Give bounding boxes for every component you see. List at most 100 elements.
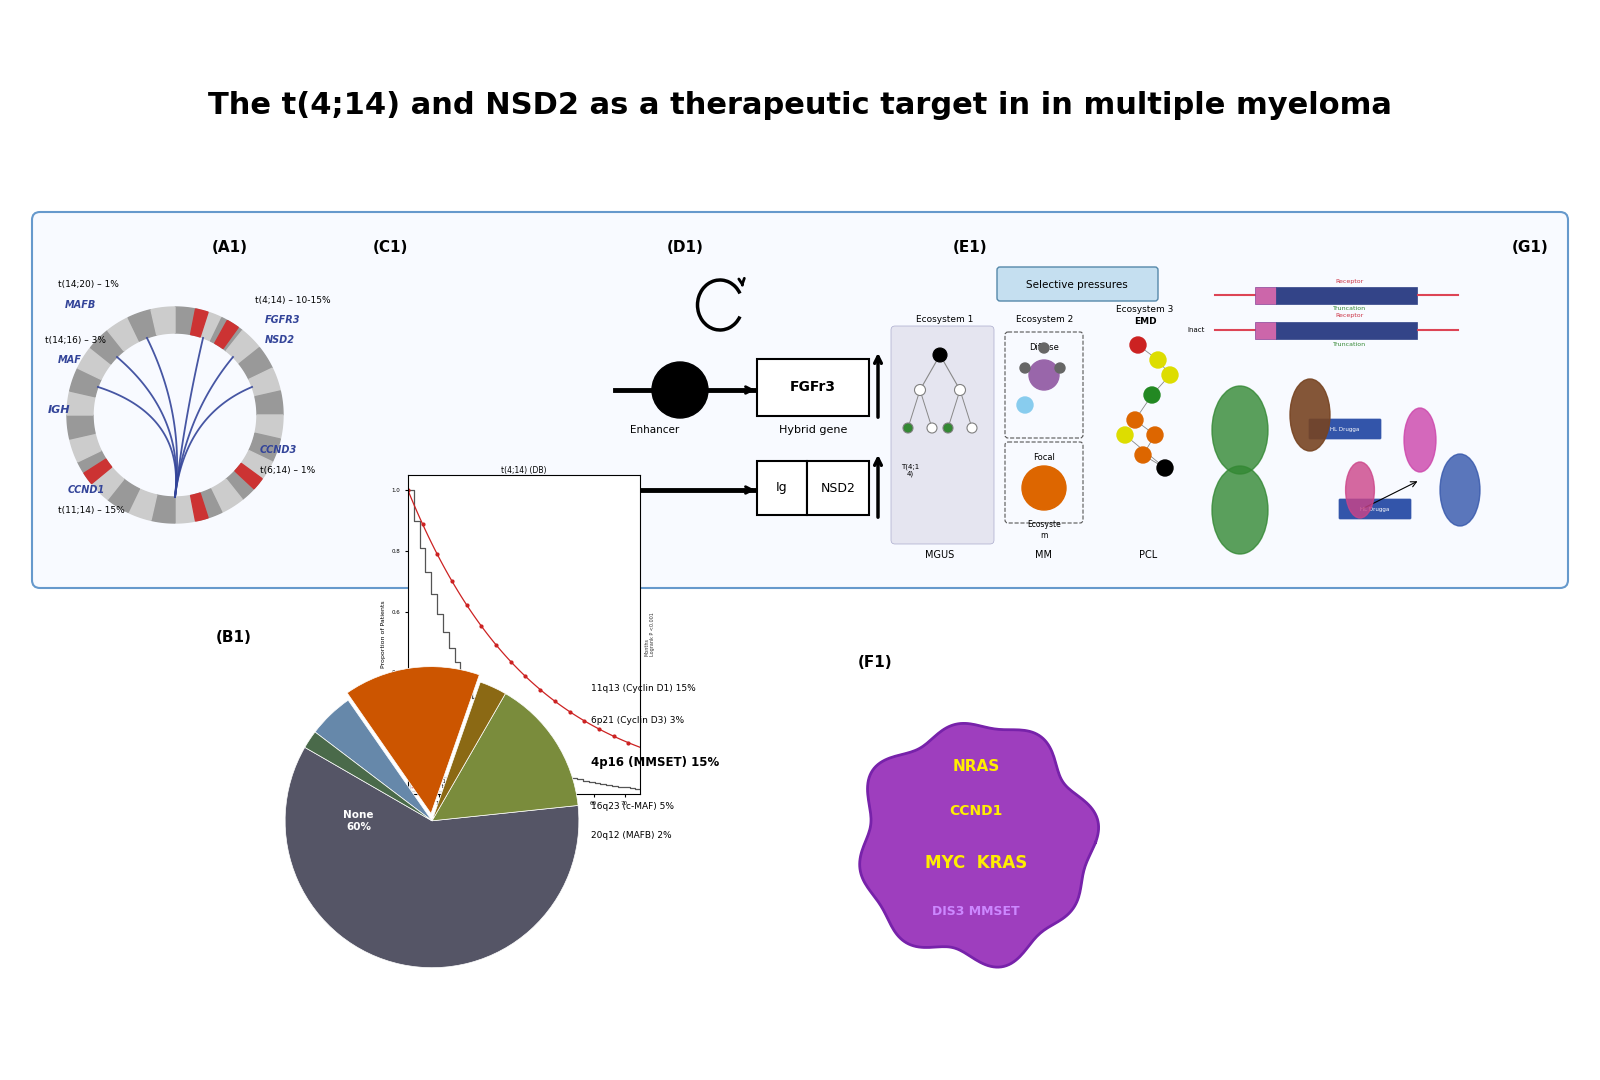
Polygon shape bbox=[238, 450, 272, 483]
FancyBboxPatch shape bbox=[32, 212, 1568, 588]
Polygon shape bbox=[254, 415, 283, 440]
Polygon shape bbox=[78, 450, 110, 483]
Circle shape bbox=[1022, 465, 1066, 510]
Text: MGUS: MGUS bbox=[925, 550, 955, 561]
FancyBboxPatch shape bbox=[1254, 322, 1275, 338]
Circle shape bbox=[1054, 363, 1066, 373]
Legend: MM t(4;14), MM no t(4;14): MM t(4;14), MM no t(4;14) bbox=[411, 777, 459, 792]
Circle shape bbox=[1021, 363, 1030, 373]
Text: Months
Logrank P <0.001: Months Logrank P <0.001 bbox=[645, 612, 656, 657]
Circle shape bbox=[1117, 427, 1133, 443]
Wedge shape bbox=[304, 732, 432, 821]
Text: CCND3: CCND3 bbox=[259, 445, 298, 455]
Polygon shape bbox=[194, 310, 222, 341]
Circle shape bbox=[926, 423, 938, 433]
Circle shape bbox=[1134, 447, 1150, 463]
Circle shape bbox=[1162, 367, 1178, 383]
Text: MAF: MAF bbox=[58, 355, 82, 365]
Text: t(14;16) – 3%: t(14;16) – 3% bbox=[45, 336, 106, 345]
Text: (F1): (F1) bbox=[858, 656, 893, 671]
Text: MAFB: MAFB bbox=[66, 300, 96, 310]
Polygon shape bbox=[194, 489, 222, 521]
Text: CCND1: CCND1 bbox=[949, 805, 1003, 819]
Text: Ecosystem 1: Ecosystem 1 bbox=[917, 315, 974, 324]
Polygon shape bbox=[238, 348, 272, 379]
Circle shape bbox=[955, 384, 965, 395]
FancyBboxPatch shape bbox=[1275, 286, 1416, 303]
Circle shape bbox=[915, 384, 925, 395]
Wedge shape bbox=[315, 700, 432, 821]
Polygon shape bbox=[70, 433, 101, 462]
Text: MM: MM bbox=[1035, 550, 1053, 561]
Wedge shape bbox=[347, 666, 480, 813]
Circle shape bbox=[1038, 343, 1050, 353]
Text: 4p16 (MMSET) 15%: 4p16 (MMSET) 15% bbox=[590, 756, 718, 769]
Title: t(4;14) (DB): t(4;14) (DB) bbox=[501, 467, 547, 475]
Text: Hybrid gene: Hybrid gene bbox=[779, 426, 846, 435]
Text: t(6;14) – 1%: t(6;14) – 1% bbox=[259, 465, 315, 474]
Text: Ig: Ig bbox=[776, 482, 787, 495]
Text: (G1): (G1) bbox=[1512, 241, 1549, 256]
Wedge shape bbox=[432, 683, 506, 821]
Wedge shape bbox=[285, 747, 579, 968]
Text: t(14;20) – 1%: t(14;20) – 1% bbox=[58, 281, 118, 289]
Polygon shape bbox=[235, 463, 262, 489]
Polygon shape bbox=[214, 321, 238, 349]
Text: HL Drugga: HL Drugga bbox=[1330, 427, 1360, 432]
FancyBboxPatch shape bbox=[1275, 322, 1416, 338]
Circle shape bbox=[1018, 397, 1034, 413]
Text: Ecosyste
m: Ecosyste m bbox=[1027, 521, 1061, 540]
Polygon shape bbox=[67, 415, 94, 440]
Text: T(4;1
4): T(4;1 4) bbox=[901, 463, 918, 477]
Text: EMD: EMD bbox=[1134, 318, 1157, 326]
Polygon shape bbox=[107, 318, 139, 351]
FancyBboxPatch shape bbox=[997, 267, 1158, 301]
FancyBboxPatch shape bbox=[1339, 499, 1411, 519]
Text: NSD2: NSD2 bbox=[266, 335, 294, 345]
Text: NRAS: NRAS bbox=[952, 759, 1000, 774]
Circle shape bbox=[1126, 411, 1142, 428]
Text: CCND1: CCND1 bbox=[67, 485, 106, 495]
Text: Diffuse: Diffuse bbox=[1029, 343, 1059, 352]
Polygon shape bbox=[226, 330, 259, 364]
Text: Ecosystem 2: Ecosystem 2 bbox=[1016, 315, 1074, 324]
Text: 6p21 (Cyclin D3) 3%: 6p21 (Cyclin D3) 3% bbox=[590, 716, 683, 726]
Polygon shape bbox=[226, 467, 259, 499]
Polygon shape bbox=[150, 495, 174, 523]
Text: Ecosystem 3: Ecosystem 3 bbox=[1117, 306, 1174, 314]
Polygon shape bbox=[174, 495, 198, 523]
Circle shape bbox=[1157, 460, 1173, 476]
Text: FGFr3: FGFr3 bbox=[790, 380, 835, 394]
FancyBboxPatch shape bbox=[757, 359, 869, 416]
Circle shape bbox=[942, 423, 954, 433]
Polygon shape bbox=[150, 307, 174, 335]
Text: Focal: Focal bbox=[1034, 454, 1054, 462]
Text: t(4;14): t(4;14) bbox=[501, 713, 525, 719]
Circle shape bbox=[966, 423, 978, 433]
Polygon shape bbox=[78, 348, 110, 379]
Text: (A1): (A1) bbox=[211, 241, 248, 256]
FancyBboxPatch shape bbox=[1309, 419, 1381, 438]
Text: (E1): (E1) bbox=[952, 241, 987, 256]
Text: NSD2: NSD2 bbox=[821, 482, 856, 495]
Text: (D1): (D1) bbox=[667, 241, 704, 256]
Polygon shape bbox=[190, 309, 208, 337]
Text: MYC  KRAS: MYC KRAS bbox=[925, 854, 1027, 873]
Polygon shape bbox=[91, 330, 123, 364]
Text: None
60%: None 60% bbox=[344, 810, 374, 832]
Text: 16q23 (c-MAF) 5%: 16q23 (c-MAF) 5% bbox=[590, 801, 674, 811]
Circle shape bbox=[1147, 427, 1163, 443]
Circle shape bbox=[653, 362, 707, 418]
Text: FGFR3: FGFR3 bbox=[266, 315, 301, 325]
Polygon shape bbox=[254, 391, 283, 415]
Text: Receptor: Receptor bbox=[1336, 279, 1365, 283]
Wedge shape bbox=[432, 693, 578, 821]
Polygon shape bbox=[250, 433, 280, 462]
FancyBboxPatch shape bbox=[757, 461, 806, 515]
Text: DIS3 MMSET: DIS3 MMSET bbox=[933, 905, 1019, 918]
Polygon shape bbox=[83, 459, 112, 484]
Text: PCL: PCL bbox=[1139, 550, 1157, 561]
Polygon shape bbox=[91, 467, 123, 499]
Text: Truncation: Truncation bbox=[1333, 307, 1366, 311]
Polygon shape bbox=[67, 391, 94, 415]
